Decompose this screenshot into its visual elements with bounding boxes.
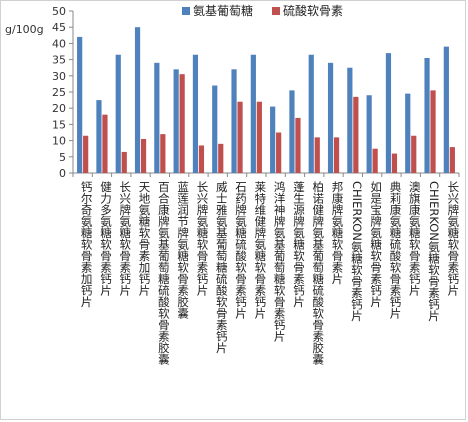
legend-swatch	[272, 7, 280, 15]
x-category-label: 典莉康氨糖硫酸软骨素钙片	[388, 180, 402, 320]
bar-glucosamine	[347, 67, 353, 173]
bar-chondroitin	[353, 96, 359, 173]
bar-glucosamine	[308, 54, 314, 173]
bar-glucosamine	[289, 90, 295, 173]
bar-glucosamine	[115, 54, 121, 173]
bar-chondroitin	[430, 90, 436, 173]
bar-chondroitin	[179, 74, 185, 173]
bar-chondroitin	[140, 138, 147, 173]
x-category-label: CHIERKON氨糖软骨素钙片	[350, 181, 364, 322]
y-tick-label: 15	[52, 118, 66, 131]
bar-glucosamine	[231, 69, 237, 173]
bar-chondroitin	[83, 135, 89, 173]
bar-chondroitin	[102, 114, 108, 173]
x-category-label: 长兴牌氨糖软骨素钙片	[195, 181, 209, 297]
bar-glucosamine	[77, 36, 83, 173]
bar-glucosamine	[173, 69, 179, 173]
y-axis-unit-label: g/100g	[5, 23, 44, 36]
bar-chondroitin	[121, 151, 127, 173]
x-category-label: 钙尔奇氨糖软骨素加钙片	[80, 180, 94, 308]
y-tick-label: 0	[59, 167, 66, 180]
bar-chondroitin	[218, 143, 224, 173]
y-tick-label: 25	[52, 86, 66, 99]
y-tick-label: 50	[52, 5, 66, 18]
bar-glucosamine	[405, 93, 411, 173]
legend-swatch	[182, 7, 190, 15]
bar-chondroitin	[411, 135, 417, 173]
bar-chondroitin	[276, 132, 282, 173]
x-category-label: 健力多氨糖软骨素钙片	[99, 181, 113, 297]
bar-glucosamine	[385, 53, 392, 174]
x-category-label: 蓝莲润节牌氨糖软骨素胶囊	[176, 181, 190, 320]
bar-glucosamine	[443, 46, 449, 173]
bar-glucosamine	[366, 95, 372, 173]
y-tick-label: 20	[52, 102, 66, 115]
bar-chondroitin	[391, 153, 398, 173]
x-category-label: 百合康牌氨基葡萄糖硫酸软骨素胶囊	[157, 181, 171, 366]
x-category-label: 莱特维健牌氨糖软骨素钙片	[253, 181, 267, 320]
x-category-label: 石药牌氨糖硫酸软骨素钙片	[234, 181, 248, 320]
legend-label: 氨基葡萄糖	[193, 3, 253, 18]
y-tick-label: 35	[52, 54, 66, 67]
legend-label: 硫酸软骨素	[283, 3, 343, 18]
bar-glucosamine	[96, 100, 102, 173]
bar-glucosamine	[250, 54, 256, 173]
bar-glucosamine	[154, 62, 160, 174]
x-category-label: 威士雅氨基葡萄糖硫酸软骨素钙片	[215, 181, 229, 354]
bar-glucosamine	[134, 27, 141, 174]
bar-chondroitin	[314, 137, 320, 173]
x-category-label: 鸿洋神牌氨基葡萄糖软骨素钙片	[273, 180, 287, 343]
x-category-label: 澳旗康氨糖软骨素钙片	[408, 181, 422, 297]
bar-chondroitin	[333, 137, 340, 173]
bar-chondroitin	[198, 145, 205, 173]
x-category-label: 天地氨糖软骨素加钙片	[138, 181, 152, 297]
y-tick-label: 5	[59, 151, 66, 164]
bar-chondroitin	[372, 148, 378, 173]
bar-chondroitin	[160, 134, 166, 173]
x-category-label: 蓬生源牌氨糖软骨素钙片	[292, 181, 306, 308]
x-category-label: 柏诺健牌氨基葡萄糖硫酸软骨素胶囊	[311, 180, 325, 366]
x-category-label: 如是宝牌氨糖软骨素钙片	[369, 180, 383, 308]
x-category-label: 长兴牌氨糖软骨素钙片	[446, 181, 460, 297]
x-category-label: 邦康牌氨糖软骨素片	[331, 181, 345, 285]
bar-glucosamine	[212, 85, 218, 173]
x-category-label: 长兴牌氨糖软骨素钙片	[118, 181, 132, 297]
bar-glucosamine	[327, 62, 334, 174]
bar-glucosamine	[270, 106, 276, 173]
bar-chondroitin	[449, 147, 455, 173]
y-tick-label: 45	[52, 21, 66, 34]
bar-chondroitin	[295, 117, 301, 173]
y-tick-label: 40	[52, 37, 66, 50]
bar-chondroitin	[237, 101, 243, 173]
bar-chondroitin	[256, 101, 262, 173]
bar-glucosamine	[192, 54, 199, 173]
y-tick-label: 30	[52, 70, 66, 83]
x-category-label: CHIERKON氨糖软骨素钙片	[427, 181, 441, 322]
bar-glucosamine	[424, 57, 430, 174]
y-tick-label: 10	[52, 135, 66, 148]
